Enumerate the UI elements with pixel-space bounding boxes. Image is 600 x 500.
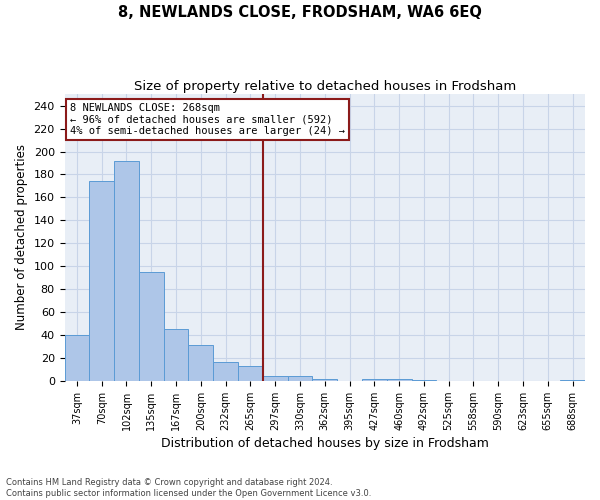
Bar <box>213 362 238 381</box>
X-axis label: Distribution of detached houses by size in Frodsham: Distribution of detached houses by size … <box>161 437 489 450</box>
Text: 8 NEWLANDS CLOSE: 268sqm
← 96% of detached houses are smaller (592)
4% of semi-d: 8 NEWLANDS CLOSE: 268sqm ← 96% of detach… <box>70 103 345 136</box>
Bar <box>412 380 436 381</box>
Bar <box>89 182 114 381</box>
Title: Size of property relative to detached houses in Frodsham: Size of property relative to detached ho… <box>134 80 516 93</box>
Bar <box>287 376 313 381</box>
Bar <box>362 378 387 381</box>
Bar <box>263 376 287 381</box>
Bar <box>387 378 412 381</box>
Bar <box>238 366 263 381</box>
Bar <box>114 160 139 381</box>
Text: Contains HM Land Registry data © Crown copyright and database right 2024.
Contai: Contains HM Land Registry data © Crown c… <box>6 478 371 498</box>
Bar <box>313 378 337 381</box>
Bar <box>139 272 164 381</box>
Y-axis label: Number of detached properties: Number of detached properties <box>15 144 28 330</box>
Text: 8, NEWLANDS CLOSE, FRODSHAM, WA6 6EQ: 8, NEWLANDS CLOSE, FRODSHAM, WA6 6EQ <box>118 5 482 20</box>
Bar <box>164 329 188 381</box>
Bar <box>65 335 89 381</box>
Bar <box>560 380 585 381</box>
Bar <box>188 346 213 381</box>
